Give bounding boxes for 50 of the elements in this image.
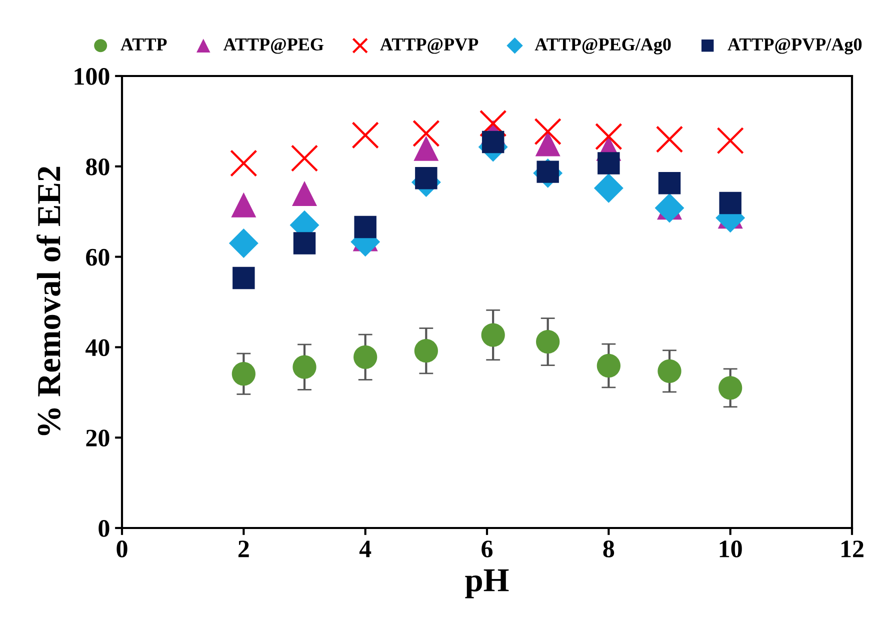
legend-label: ATTP@PVP [380,38,478,54]
point [228,228,258,258]
point [412,120,440,148]
legend-label: ATTP@PVP/Ag0 [728,38,862,54]
y-tick-label: 0 [98,520,110,537]
point [536,330,560,354]
point [232,266,255,290]
point [658,172,681,194]
y-tick-label: 20 [86,430,110,447]
point [482,130,504,154]
point [354,345,378,369]
x-tick-label: 2 [238,540,249,558]
x-tick-label: 10 [720,540,742,558]
point [414,136,439,161]
point [352,122,379,149]
legend-label: ATTP@PEG [223,38,324,54]
point [594,173,624,203]
x-tick-label: 8 [603,540,614,558]
point [415,167,438,190]
x-tick-label: 0 [116,540,128,558]
point [535,131,560,156]
y-tick-label: 40 [86,339,110,356]
legend-label: ATTP@PEG/Ag0 [534,38,671,54]
y-tick-label: 100 [74,68,110,85]
point [598,152,620,174]
point [290,144,318,172]
point [658,359,682,383]
point [230,150,258,177]
y-tick-label: 60 [86,248,110,266]
point [596,354,620,378]
point [595,122,622,150]
point [656,126,684,153]
point [292,355,316,379]
point [293,232,316,254]
x-axis-title: pH [465,569,509,598]
legend-label: ATTP [120,38,167,50]
point [716,127,744,154]
point [414,339,438,363]
point [718,376,742,400]
point [719,192,742,214]
point [232,362,256,386]
y-axis-title: % Removal of EE2 [36,166,60,436]
point [534,118,562,146]
y-tick-label: 80 [86,158,110,176]
point [231,192,256,218]
x-tick-label: 6 [482,540,493,558]
x-tick-label: 12 [842,540,864,558]
x-tick-label: 4 [359,540,372,558]
point [292,181,317,206]
point [481,323,505,347]
